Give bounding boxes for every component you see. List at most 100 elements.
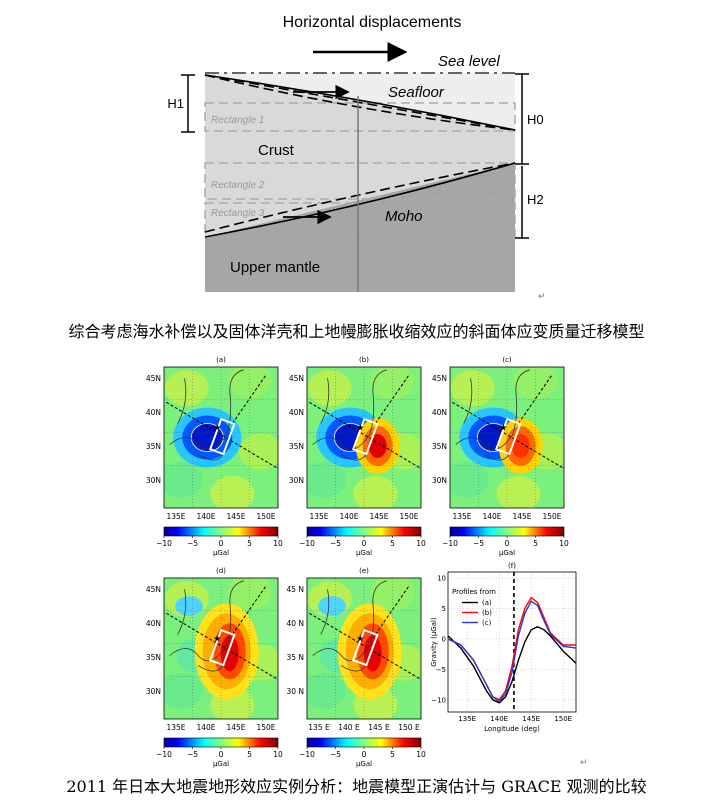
colorbar-tick: 10 [416,750,426,759]
gravity-maps: ★ (a) 135E 140E 145E 150E 45N 40N 35N 30N −10 −5 0 5 1… [146,356,569,768]
coastline [169,369,244,461]
colorbar-unit: μGal [213,549,229,557]
lat-tick-label: 35N [432,442,447,451]
lon-tick-label: 140E [339,512,358,521]
legend-title: Profiles from [452,588,496,596]
rect2-label: Rectangle 2 [211,180,265,191]
lon-tick-label: 135E [166,723,185,732]
fault-plane-rect [351,628,379,667]
seafloor-label: Seafloor [388,84,445,101]
lon-tick-label: 150E [256,512,275,521]
lon-tick-label: 135E [309,512,328,521]
lon-tick-label: 135E [452,512,471,521]
fault-plane-rect [351,417,379,456]
legend-label: (a) [482,599,492,607]
epicenter-star: ★ [213,424,221,434]
map-panel-c: ★ (c) 135E 140E 145E 150E 45N 40N 35N 30N −10 −5 0 5 1… [432,356,569,557]
strain-mass-diagram: Horizontal displacements Sea level Seafl… [167,14,544,292]
coastline [455,369,530,461]
colorbar-tick: 10 [416,539,426,548]
moho-line [204,162,516,238]
rect1-label: Rectangle 1 [211,115,264,126]
return-mark-2: ↵ [580,758,588,768]
colorbar-tick: 5 [390,539,395,548]
colorbar-tick: 0 [219,539,224,548]
panel-label: (d) [216,567,226,575]
lat-tick-label: 35N [289,442,304,451]
lat-tick-label: 30N [146,687,161,696]
chart-x-tick: 145E [522,715,540,723]
colorbar [449,526,565,537]
colorbar-tick: 5 [247,750,252,759]
rectangle-3-box [204,202,516,238]
colorbar-unit: μGal [213,760,229,768]
colorbar-tick: −10 [442,539,458,548]
colorbar-tick: 10 [273,750,283,759]
colorbar-tick: 0 [505,539,510,548]
fault-line [452,401,564,469]
panel-label: (b) [359,356,369,364]
series-line-c [447,600,577,703]
colorbar-tick: −5 [187,539,198,548]
h2-label: H2 [527,192,544,207]
series-line-a [447,626,577,704]
lat-tick-label: 45N [146,585,161,594]
lat-tick-label: 40N [432,408,447,417]
chart-x-tick: 140E [490,715,508,723]
lat-tick-label: 40 N [286,619,304,628]
legend-label: (c) [482,619,492,627]
sea-level-label: Sea level [438,53,500,70]
seafloor-deformed-line [204,74,516,131]
lat-tick-label: 45N [146,374,161,383]
colorbar-tick: −5 [330,539,341,548]
profile-chart: (f) 135E 140E 145E 150E 10 5 0 −5 −10 Profiles fro… [430,562,577,733]
rectangle-2-box [204,162,516,200]
colorbar-tick: −5 [330,750,341,759]
diagram-title: Horizontal displacements [283,14,462,31]
colorbar [163,737,279,748]
colorbar-tick: −5 [187,750,198,759]
lon-tick-label: 150E [542,512,561,521]
chart-x-label: Longitude (deg) [484,725,540,733]
colorbar-tick: −10 [299,750,315,759]
lat-tick-label: 30N [432,476,447,485]
panel-label: (e) [359,567,369,575]
map-panel-a: ★ (a) 135E 140E 145E 150E 45N 40N 35N 30N −10 −5 0 5 1… [146,356,283,557]
crust-label: Crust [258,142,295,159]
lat-tick-label: 45N [289,374,304,383]
colorbar-tick: 10 [559,539,569,548]
crust-layer [205,75,515,163]
chart-x-tick: 135E [458,715,476,723]
caption-1: 综合考虑海水补偿以及固体洋壳和上地幔膨胀收缩效应的斜面体应变质量迁移模型 [68,322,645,341]
lon-tick-label: 145E [512,512,531,521]
epicenter-star: ★ [356,635,364,645]
lon-tick-label: 145E [369,512,388,521]
colorbar-tick: 10 [273,539,283,548]
colorbar-tick: 0 [362,750,367,759]
lat-tick-label: 30N [146,476,161,485]
chart-x-tick: 150E [554,715,572,723]
mantle-wedge-layer [205,163,515,237]
epicenter-star: ★ [356,424,364,434]
fault-plane-rect [494,417,522,456]
lon-tick-label: 140E [196,512,215,521]
colorbar [163,526,279,537]
seafloor-line [204,74,516,131]
coastline [312,369,387,461]
fault-line [166,612,278,680]
colorbar-tick: 5 [247,539,252,548]
colorbar [306,526,422,537]
moho-label: Moho [385,208,423,225]
lat-tick-label: 40N [146,619,161,628]
lat-tick-label: 45N [432,374,447,383]
panel-label: (c) [502,356,512,364]
map-panel-b: ★ (b) 135E 140E 145E 150E 45N 40N 35N 30N −10 −5 0 5 1… [289,356,426,557]
fault-plane-rect [208,417,236,456]
lat-tick-label: 30N [289,476,304,485]
upper-mantle-label: Upper mantle [230,259,320,276]
colorbar-tick: −10 [156,539,172,548]
chart-y-tick: 0 [442,635,446,643]
colorbar-unit: μGal [356,549,372,557]
lon-tick-label: 140 E [338,723,360,732]
panel-label: (a) [216,356,226,364]
